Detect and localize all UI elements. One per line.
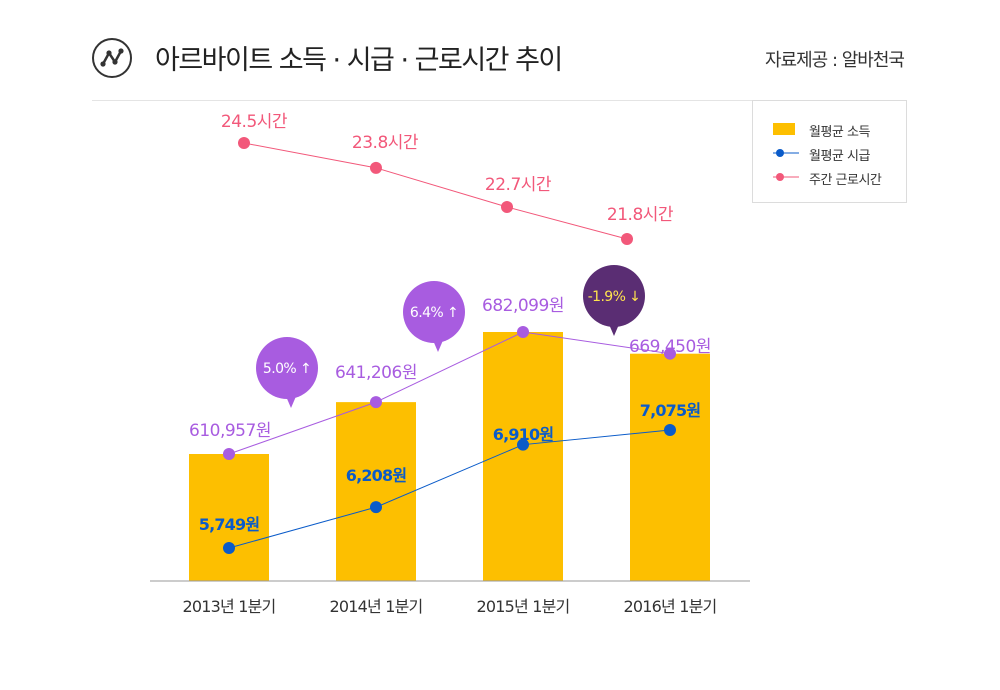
income-line [228, 331, 671, 455]
wage-point [664, 424, 676, 436]
income-value-label: 669,450원 [629, 337, 711, 357]
x-tick-label: 2014년 1분기 [330, 597, 423, 616]
trend-line-icon [92, 38, 132, 78]
legend-wage-swatch [773, 149, 799, 157]
growth-rate-label: 5.0% ↑ [263, 361, 311, 377]
wage-point [517, 438, 529, 451]
income-value-label: 682,099원 [482, 296, 564, 316]
chart-title: 아르바이트 소득 · 시급 · 근로시간 추이 [155, 45, 563, 76]
income-value-label: 641,206원 [335, 363, 417, 383]
hours-line [243, 142, 628, 240]
legend-label: 월평균 시급 [809, 149, 870, 164]
wage-value-label: 7,075원 [640, 401, 701, 420]
x-tick-label: 2016년 1분기 [624, 597, 717, 616]
wage-point [223, 542, 235, 554]
growth-rate-label: -1.9% ↓ [588, 289, 641, 305]
hours-value-label: 22.7시간 [485, 175, 552, 195]
hours-value-label: 24.5시간 [221, 112, 288, 132]
x-tick-label: 2013년 1분기 [183, 597, 276, 616]
hours-value-label: 21.8시간 [607, 205, 674, 225]
hours-point [370, 161, 382, 174]
income-point [370, 396, 382, 409]
header-divider [92, 100, 905, 101]
wage-point [370, 501, 382, 514]
bar-income [189, 454, 269, 581]
hours-point [621, 233, 633, 245]
growth-bubble [403, 281, 465, 343]
chart-legend: 월평균 소득 월평균 시급 주간 근로시간 [752, 100, 907, 203]
wage-value-label: 6,910원 [493, 425, 554, 444]
wage-value-label: 6,208원 [346, 466, 407, 485]
income-point [664, 347, 676, 360]
legend-label: 주간 근로시간 [809, 173, 882, 188]
hours-point [501, 201, 513, 213]
x-tick-label: 2015년 1분기 [477, 597, 570, 616]
legend-hours-swatch [773, 173, 799, 181]
growth-bubble [256, 337, 318, 399]
growth-rate-label: 6.4% ↑ [410, 305, 458, 321]
wage-value-label: 5,749원 [199, 515, 260, 534]
legend-bar-swatch [773, 123, 795, 135]
income-point [517, 326, 529, 338]
growth-bubble [583, 265, 645, 327]
legend-label: 월평균 소득 [809, 125, 870, 140]
hours-value-label: 23.8시간 [352, 133, 419, 153]
bar-income [336, 402, 416, 581]
income-point [223, 448, 235, 460]
chart-source: 자료제공 : 알바천국 [765, 50, 905, 71]
income-value-label: 610,957원 [189, 421, 271, 441]
hours-point [238, 137, 250, 149]
wage-line [228, 429, 671, 549]
bar-income [630, 353, 710, 581]
